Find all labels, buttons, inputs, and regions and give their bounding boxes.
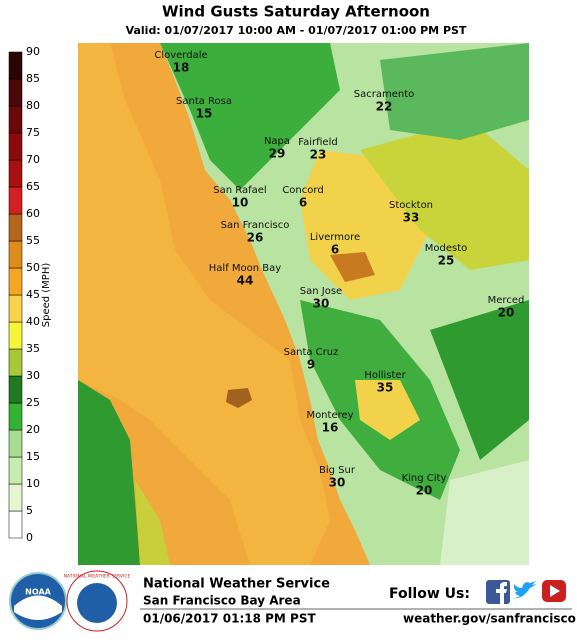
noaa-logo: NOAA [25,588,51,597]
city-name: Santa Rosa [176,96,232,107]
legend-swatch [8,186,23,215]
city-name: Monterey [306,410,353,421]
title: Wind Gusts Saturday Afternoon [162,3,430,21]
legend-swatch [8,456,23,485]
legend-tick: 85 [26,72,40,85]
legend-label: Speed (MPH) [41,263,52,328]
legend-swatch [8,348,23,377]
legend-swatch [8,105,23,134]
area: San Francisco Bay Area [143,594,301,608]
legend-swatch [8,213,23,242]
city-name: San Francisco [221,220,290,231]
city-value: 23 [310,148,327,162]
city-name: Livermore [310,232,360,243]
city-value: 20 [498,306,515,320]
office: National Weather Service [143,577,330,592]
city-name: Hollister [364,370,406,381]
city-value: 18 [173,61,190,75]
legend-tick: 60 [26,207,40,220]
legend-tick: 0 [26,531,33,544]
twitter-icon[interactable] [513,581,537,599]
legend-swatch [8,321,23,350]
legend-tick: 90 [26,45,40,58]
map [78,43,529,565]
legend: Speed (MPH) 0 5 10 15 20 25 30 35 40 45 50 55 60 65 70… [8,45,52,544]
city-value: 30 [329,476,346,490]
legend-tick: 75 [26,126,40,139]
legend-tick: 70 [26,153,40,166]
follow: Follow Us: [389,586,470,602]
legend-swatch [8,267,23,296]
legend-tick: 5 [26,504,33,517]
legend-tick: 40 [26,315,40,328]
city-value: 30 [313,297,330,311]
city-name: San Rafael [213,185,266,196]
legend-tick: 20 [26,423,40,436]
legend-tick: 10 [26,477,40,490]
legend-swatch [8,510,23,539]
nws-logo: NATIONAL WEATHER SERVICE [64,574,131,580]
legend-tick: 45 [26,288,40,301]
city-value: 22 [376,100,393,114]
legend-tick: 35 [26,342,40,355]
legend-swatch [8,483,23,512]
city-name: Sacramento [354,89,414,100]
legend-tick: 30 [26,369,40,382]
legend-tick: 80 [26,99,40,112]
city-name: King City [402,473,447,484]
legend-swatch [8,429,23,458]
issued: 01/06/2017 01:18 PM PST [143,612,316,626]
legend-swatch [8,375,23,404]
city-value: 16 [322,421,339,435]
city-name: Stockton [389,200,433,211]
legend-swatch [8,78,23,107]
legend-tick: 65 [26,180,40,193]
url[interactable]: weather.gov/sanfrancisco [403,612,576,626]
city-value: 26 [247,231,264,245]
city-name: Modesto [425,243,468,254]
city-name: San Jose [300,286,342,297]
city-value: 6 [331,243,339,257]
legend-swatch [8,402,23,431]
legend-swatch [8,159,23,188]
legend-swatch [8,294,23,323]
city-value: 44 [237,274,254,288]
legend-swatch [8,51,23,80]
city-name: Cloverdale [154,50,207,61]
city-value: 10 [232,196,249,210]
city-value: 15 [196,107,213,121]
city-value: 25 [438,254,455,268]
city-name: Fairfield [298,137,337,148]
city-name: Big Sur [319,465,356,476]
city-value: 20 [416,484,433,498]
city-value: 35 [377,381,394,395]
city-name: Merced [488,295,525,306]
city-value: 6 [299,196,307,210]
city-value: 29 [269,147,286,161]
legend-swatch [8,240,23,269]
footer: NOAA NATIONAL WEATHER SERVICE National W… [9,570,576,632]
legend-tick: 15 [26,450,40,463]
city-name: Concord [282,185,323,196]
city-name: Half Moon Bay [209,263,281,274]
city-name: Santa Cruz [284,347,339,358]
city-value: 9 [307,358,315,372]
city-value: 33 [403,211,420,225]
legend-tick: 50 [26,261,40,274]
valid-time: Valid: 01/07/2017 10:00 AM - 01/07/2017 … [126,24,467,37]
legend-tick: 55 [26,234,40,247]
legend-swatch [8,132,23,161]
city-name: Napa [264,136,290,147]
legend-tick: 25 [26,396,40,409]
